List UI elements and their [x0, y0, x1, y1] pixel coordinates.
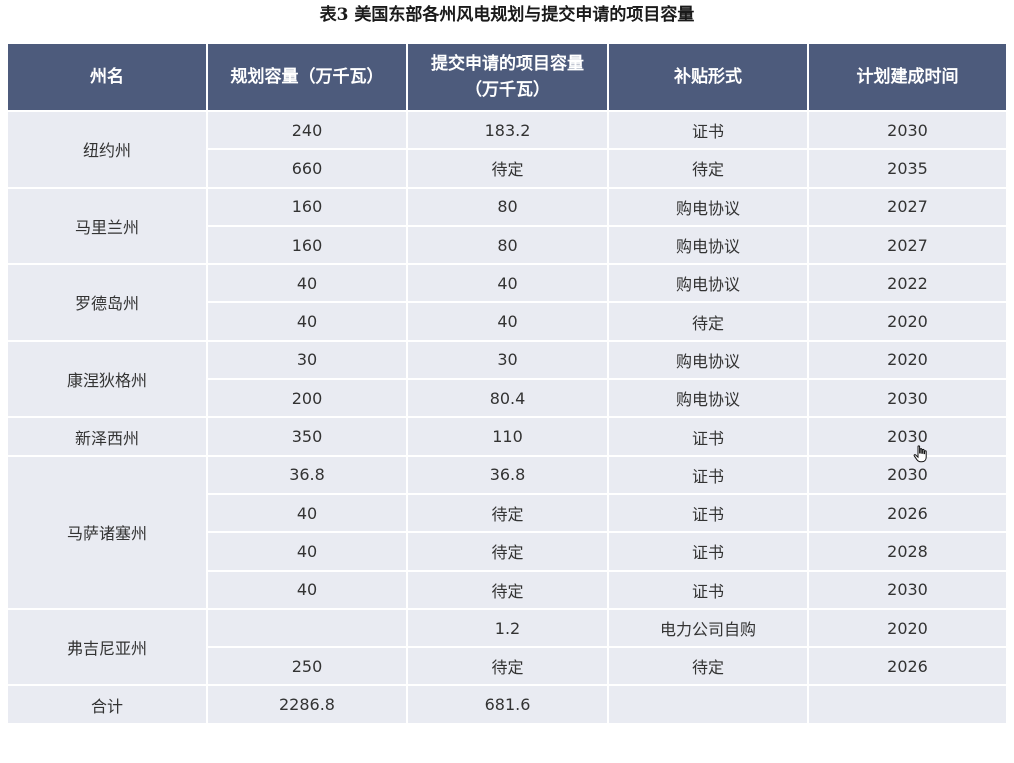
subsidy-cell: 待定: [609, 150, 807, 187]
year-cell: 2030: [809, 112, 1006, 149]
subsidy-cell: 证书: [609, 533, 807, 570]
submitted-cell: 30: [408, 341, 607, 379]
planned-cell: 40: [208, 533, 406, 570]
subsidy-cell: 证书: [609, 418, 807, 455]
submitted-cell: 183.2: [408, 112, 607, 149]
planned-cell: 160: [208, 226, 406, 264]
wind-capacity-table: 州名 规划容量（万千瓦） 提交申请的项目容量 （万千瓦） 补贴形式 计划建成时间 …: [6, 42, 1008, 725]
submitted-cell: 80.4: [408, 380, 607, 417]
table-row: 40 待定 证书 2026: [8, 494, 1006, 532]
table-row: 马萨诸塞州 36.8 36.8 证书 2030: [8, 456, 1006, 608]
year-cell: 2035: [809, 150, 1006, 187]
submitted-cell: 80: [408, 226, 607, 264]
year-cell: 2030: [809, 571, 1006, 608]
total-subsidy-cell: [609, 686, 807, 723]
table-row: 新泽西州 350 110 证书 2030: [8, 418, 1006, 455]
total-submitted-cell: 681.6: [408, 686, 607, 723]
year-cell: 2020: [809, 341, 1006, 379]
planned-cell: 240: [208, 112, 406, 149]
state-cell: 罗德岛州: [8, 265, 206, 340]
submitted-cell: 待定: [408, 494, 607, 532]
planned-cell: [208, 609, 406, 647]
table-row: 40 待定 证书 2028: [8, 533, 1006, 570]
subsidy-cell: 电力公司自购: [609, 609, 807, 647]
year-cell: 2030: [809, 456, 1006, 493]
table-row: 罗德岛州 40 40 购电协议 2022: [8, 265, 1006, 340]
table-row: 马里兰州 160 80 购电协议 2027: [8, 188, 1006, 264]
planned-cell: 350: [208, 418, 406, 455]
planned-cell: 250: [208, 648, 406, 685]
header-state: 州名: [8, 44, 206, 110]
state-cell: 康涅狄格州: [8, 341, 206, 417]
table-row: 纽约州 240 183.2 证书 2030: [8, 112, 1006, 187]
subsidy-cell: 证书: [609, 112, 807, 149]
subsidy-cell: 购电协议: [609, 380, 807, 417]
year-cell: 2026: [809, 494, 1006, 532]
planned-cell: 40: [208, 571, 406, 608]
table-header-row: 州名 规划容量（万千瓦） 提交申请的项目容量 （万千瓦） 补贴形式 计划建成时间: [8, 44, 1006, 110]
submitted-cell: 36.8: [408, 456, 607, 493]
planned-cell: 36.8: [208, 456, 406, 493]
submitted-cell: 待定: [408, 150, 607, 187]
subsidy-cell: 购电协议: [609, 265, 807, 302]
submitted-cell: 40: [408, 265, 607, 302]
submitted-cell: 110: [408, 418, 607, 455]
state-cell: 弗吉尼亚州: [8, 609, 206, 685]
header-planned-capacity: 规划容量（万千瓦）: [208, 44, 406, 110]
state-cell: 新泽西州: [8, 418, 206, 455]
year-cell: 2020: [809, 303, 1006, 340]
total-row: 合计 2286.8 681.6: [8, 686, 1006, 723]
planned-cell: 40: [208, 303, 406, 340]
subsidy-cell: 证书: [609, 494, 807, 532]
subsidy-cell: 购电协议: [609, 341, 807, 379]
planned-cell: 40: [208, 265, 406, 302]
subsidy-cell: 证书: [609, 456, 807, 493]
subsidy-cell: 购电协议: [609, 226, 807, 264]
header-submitted-capacity: 提交申请的项目容量 （万千瓦）: [408, 44, 607, 110]
year-cell: 2022: [809, 265, 1006, 302]
planned-cell: 30: [208, 341, 406, 379]
year-cell: 2027: [809, 226, 1006, 264]
table-row: 弗吉尼亚州 1.2 电力公司自购 2020: [8, 609, 1006, 685]
table-row: 660 待定 待定 2035: [8, 150, 1006, 187]
table-row: 40 待定 证书 2030: [8, 571, 1006, 608]
table-row: 250 待定 待定 2026: [8, 648, 1006, 685]
year-cell: 2028: [809, 533, 1006, 570]
state-cell: 马萨诸塞州: [8, 456, 206, 608]
table-row: 40 40 待定 2020: [8, 303, 1006, 340]
state-cell: 纽约州: [8, 112, 206, 187]
table-row: 200 80.4 购电协议 2030: [8, 380, 1006, 417]
year-cell: 2030: [809, 380, 1006, 417]
hand-cursor-icon: [913, 445, 927, 463]
submitted-cell: 待定: [408, 571, 607, 608]
subsidy-cell: 证书: [609, 571, 807, 608]
planned-cell: 200: [208, 380, 406, 417]
table-row: 160 80 购电协议 2027: [8, 226, 1006, 264]
submitted-cell: 1.2: [408, 609, 607, 647]
submitted-cell: 待定: [408, 648, 607, 685]
total-planned-cell: 2286.8: [208, 686, 406, 723]
submitted-cell: 80: [408, 188, 607, 225]
subsidy-cell: 待定: [609, 303, 807, 340]
planned-cell: 40: [208, 494, 406, 532]
subsidy-cell: 购电协议: [609, 188, 807, 225]
submitted-cell: 40: [408, 303, 607, 340]
header-completion-year: 计划建成时间: [809, 44, 1006, 110]
year-cell: 2020: [809, 609, 1006, 647]
total-label-cell: 合计: [8, 686, 206, 723]
total-year-cell: [809, 686, 1006, 723]
year-cell: 2027: [809, 188, 1006, 225]
state-cell: 马里兰州: [8, 188, 206, 264]
planned-cell: 160: [208, 188, 406, 225]
year-cell: 2030: [809, 418, 1006, 455]
submitted-cell: 待定: [408, 533, 607, 570]
header-subsidy-form: 补贴形式: [609, 44, 807, 110]
table-row: 康涅狄格州 30 30 购电协议 2020: [8, 341, 1006, 417]
table-title: 表3 美国东部各州风电规划与提交申请的项目容量: [319, 5, 695, 25]
year-cell: 2026: [809, 648, 1006, 685]
subsidy-cell: 待定: [609, 648, 807, 685]
planned-cell: 660: [208, 150, 406, 187]
